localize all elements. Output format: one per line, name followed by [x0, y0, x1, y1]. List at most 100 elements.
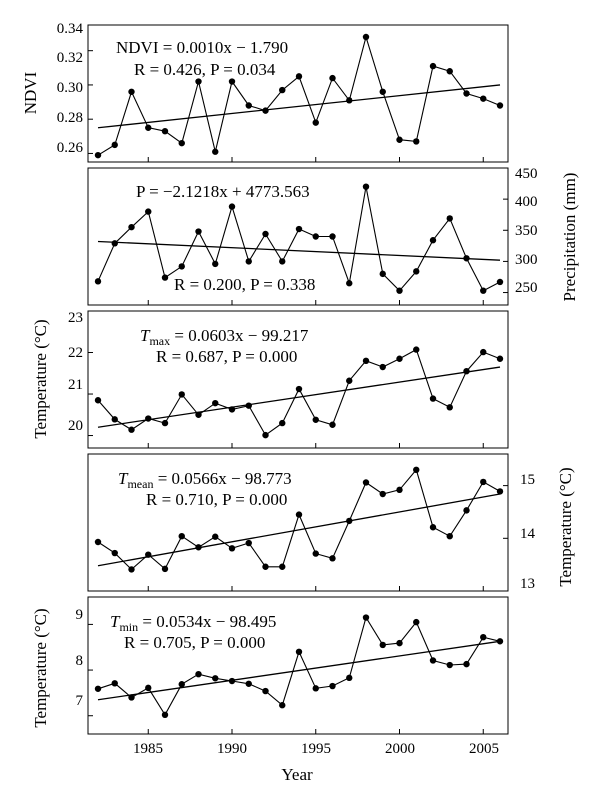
ytick-label: 0.34 — [57, 21, 84, 37]
data-point — [128, 566, 135, 573]
eq-symbol: T — [110, 612, 121, 631]
data-point — [329, 421, 336, 428]
data-point — [480, 95, 487, 102]
panel-precipitation-equation: P = −2.1218x + 4773.563 — [136, 182, 310, 201]
panel-ndvi: 0.26 0.28 0.30 0.32 0.34 NDVI NDVI = 0.0… — [21, 21, 509, 163]
data-point — [245, 402, 252, 409]
data-point — [496, 278, 504, 286]
data-point — [212, 533, 219, 540]
data-point — [228, 677, 236, 685]
xtick-label: 1995 — [301, 741, 331, 757]
ytick-label: 13 — [520, 576, 535, 592]
eq-subscript: mean — [127, 477, 153, 491]
panel-tmean-plot — [94, 466, 508, 592]
data-point — [429, 524, 437, 531]
data-point — [480, 478, 487, 486]
data-point — [145, 684, 152, 692]
data-point — [429, 62, 437, 70]
data-point — [413, 466, 420, 474]
data-point — [262, 107, 269, 114]
trend-line — [97, 366, 501, 428]
ytick-label: 22 — [68, 345, 83, 361]
data-point — [195, 228, 202, 235]
panel-tmin: 7 8 9 Temperature (°C) Tmin = 0.0534x − … — [31, 596, 509, 784]
trend-line — [97, 493, 501, 567]
data-point — [396, 287, 403, 294]
data-point — [262, 687, 269, 695]
data-point — [312, 685, 319, 692]
data-point — [279, 258, 286, 265]
data-point — [228, 545, 236, 552]
data-point — [111, 240, 118, 247]
panel-precipitation-yticks: 250 300 350 400 450 — [515, 166, 538, 296]
data-point — [128, 426, 135, 433]
eq-body: = 0.0603x − 99.217 — [170, 326, 309, 345]
data-point — [463, 367, 470, 375]
trend-line — [97, 640, 501, 701]
data-point — [111, 680, 118, 687]
data-point — [496, 102, 504, 109]
ytick-label: 400 — [515, 194, 538, 210]
data-point — [279, 419, 286, 427]
data-point — [111, 416, 118, 423]
data-point — [446, 661, 453, 669]
data-point — [245, 539, 252, 547]
data-point — [245, 102, 252, 109]
panel-ndvi-yticks: 0.26 0.28 0.30 0.32 0.34 — [57, 21, 84, 156]
data-point — [212, 148, 219, 155]
ytick-label: 14 — [520, 526, 536, 542]
ytick-label: 250 — [515, 280, 538, 296]
data-point — [111, 549, 118, 557]
ytick-label: 0.32 — [57, 50, 83, 66]
data-point — [178, 263, 185, 270]
data-point — [396, 639, 403, 647]
eq-symbol: T — [118, 469, 129, 488]
data-point — [212, 399, 219, 407]
data-point — [329, 233, 336, 240]
data-point — [195, 670, 202, 678]
data-point — [279, 563, 286, 570]
data-point — [128, 694, 135, 701]
data-point — [446, 404, 453, 411]
data-point — [446, 68, 453, 75]
panel-ndvi-plot — [88, 33, 504, 162]
panel-tmean-frame — [87, 453, 509, 592]
data-point — [145, 415, 152, 422]
data-point — [396, 355, 403, 362]
data-point — [379, 88, 386, 95]
data-point — [396, 136, 403, 143]
data-point — [212, 260, 219, 268]
panel-tmean-equation: Tmean = 0.0566x − 98.773 — [118, 469, 292, 491]
data-point — [429, 237, 437, 244]
data-point — [145, 124, 152, 131]
data-point — [262, 563, 269, 570]
data-point — [94, 278, 102, 285]
ytick-label: 0.26 — [57, 140, 84, 156]
panel-ndvi-frame — [87, 24, 509, 163]
ytick-label: 0.30 — [57, 80, 83, 96]
data-point — [346, 674, 353, 682]
ytick-label: 15 — [520, 472, 535, 488]
data-point — [262, 230, 269, 238]
data-point — [94, 538, 102, 546]
data-point — [480, 348, 487, 356]
data-point — [128, 88, 135, 95]
data-point — [128, 223, 135, 231]
eq-symbol: T — [140, 326, 151, 345]
data-point — [228, 203, 236, 210]
data-point — [161, 711, 169, 719]
data-point — [463, 660, 470, 668]
data-point — [111, 141, 118, 149]
data-point — [178, 139, 185, 147]
data-point — [295, 225, 303, 233]
data-point — [362, 183, 370, 190]
panel-tmin-frame — [87, 596, 509, 735]
data-point — [228, 406, 236, 413]
data-point — [329, 555, 336, 562]
ytick-label: 0.28 — [57, 110, 83, 126]
data-point — [228, 78, 236, 85]
ytick-label: 450 — [515, 166, 538, 182]
data-point — [429, 657, 437, 664]
panel-precipitation-stats: R = 0.200, P = 0.338 — [174, 275, 315, 294]
panel-tmax-frame — [87, 310, 509, 449]
